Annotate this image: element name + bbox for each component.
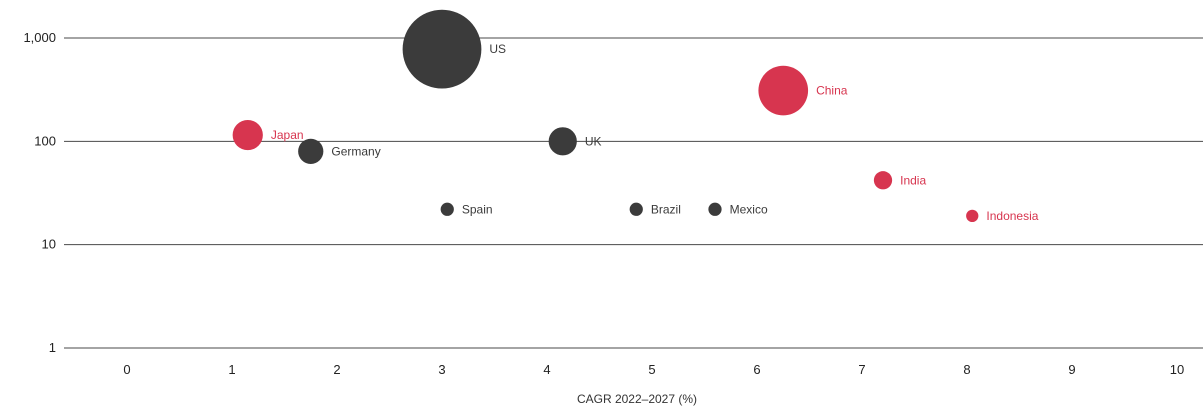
bubble-label-brazil: Brazil (651, 202, 681, 216)
bubble-germany (298, 138, 324, 164)
x-tick-label: 0 (123, 362, 130, 377)
bubble-label-uk: UK (585, 134, 602, 148)
bubble-label-japan: Japan (271, 128, 304, 142)
bubble-spain (440, 202, 454, 216)
bubble-label-spain: Spain (462, 202, 493, 216)
x-tick-label: 9 (1068, 362, 1075, 377)
x-tick-label: 10 (1170, 362, 1184, 377)
bubble-label-india: India (900, 173, 926, 187)
y-tick-label: 1 (49, 340, 56, 355)
x-tick-label: 8 (963, 362, 970, 377)
bubble-india (873, 171, 893, 190)
gridlines (64, 37, 1203, 349)
y-tick-label: 100 (34, 133, 56, 148)
bubble-us (402, 9, 482, 89)
x-tick-label: 1 (228, 362, 235, 377)
x-axis-title: CAGR 2022–2027 (%) (577, 392, 697, 406)
y-tick-label: 10 (42, 237, 56, 252)
bubble-china (758, 65, 809, 116)
bubble-mexico (708, 202, 722, 216)
bubble-labels: US China Japan UK Germany India Spain Brazil Mex… (271, 42, 1039, 223)
x-tick-label: 4 (543, 362, 550, 377)
bubble-label-china: China (816, 84, 848, 98)
x-tick-label: 3 (438, 362, 445, 377)
x-tick-label: 7 (858, 362, 865, 377)
bubble-label-us: US (489, 42, 506, 56)
bubble-label-indonesia: Indonesia (986, 209, 1038, 223)
bubbles (232, 9, 979, 223)
bubble-japan (232, 119, 263, 151)
x-tick-label: 2 (333, 362, 340, 377)
x-tick-label: 6 (753, 362, 760, 377)
bubble-indonesia (966, 209, 979, 223)
bubble-brazil (629, 202, 643, 216)
x-axis-tick-labels: 0 1 2 3 4 5 6 7 8 9 10 (123, 362, 1184, 377)
bubble-label-mexico: Mexico (730, 202, 768, 216)
y-tick-label: 1,000 (23, 30, 56, 45)
y-axis-tick-labels: 1 10 100 1,000 (23, 30, 56, 355)
bubble-uk (548, 127, 577, 156)
bubble-label-germany: Germany (331, 144, 380, 158)
x-tick-label: 5 (648, 362, 655, 377)
